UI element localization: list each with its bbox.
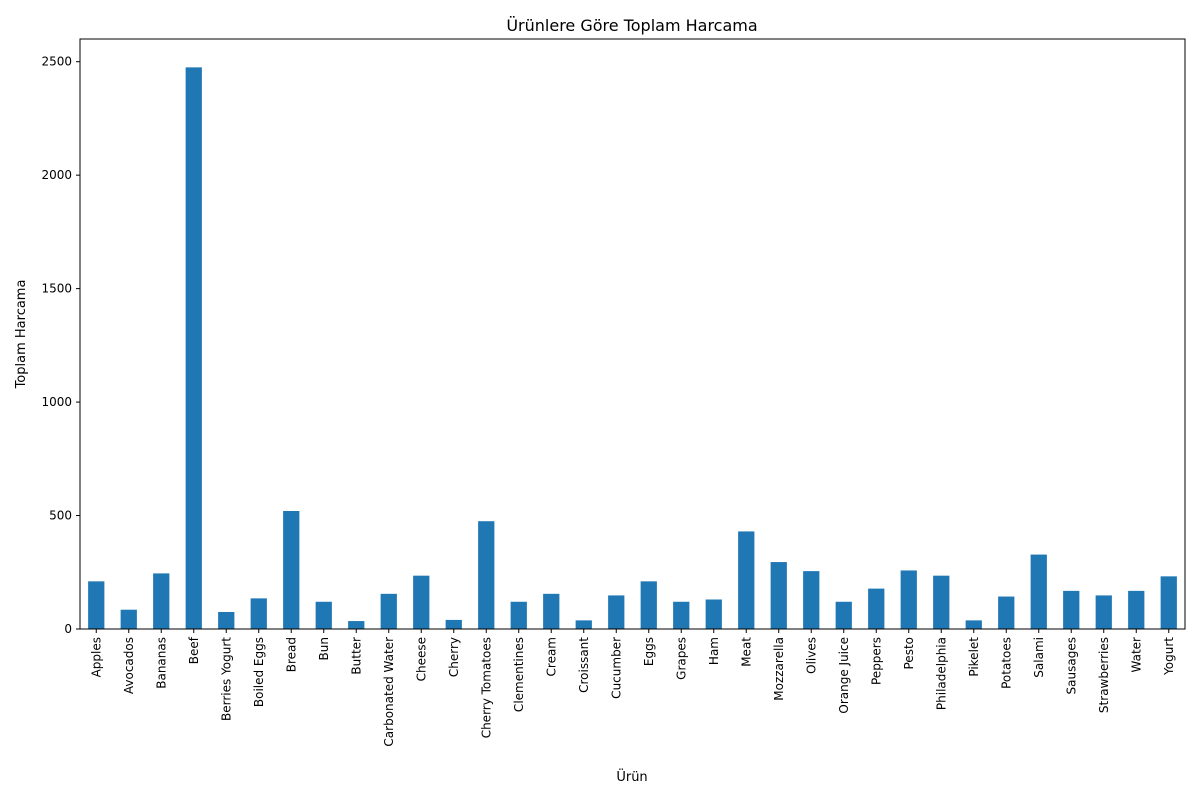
- y-axis-ticks: 0 500 1000 1500 2000 2500: [41, 55, 80, 636]
- x-tick-label: Strawberries: [1097, 637, 1111, 713]
- bar-peppers: [868, 588, 885, 629]
- x-tick-label: Butter: [349, 637, 363, 675]
- bar-croissant: [575, 620, 592, 629]
- bar-berries-yogurt: [218, 611, 235, 629]
- x-tick-label: Meat: [739, 637, 753, 667]
- x-tick-label: Peppers: [869, 637, 883, 685]
- x-tick-label: Cheese: [414, 637, 428, 681]
- bar-pikelet: [965, 620, 982, 629]
- bar-cheese: [413, 575, 430, 629]
- x-tick-label: Water: [1129, 637, 1143, 673]
- x-tick-label: Philadelphia: [934, 637, 948, 710]
- y-tick-label: 1500: [41, 282, 72, 296]
- y-tick-label: 0: [64, 622, 72, 636]
- plot-frame: [79, 38, 1186, 630]
- bar-avocados: [120, 609, 137, 629]
- x-tick-label: Orange Juice: [837, 637, 851, 714]
- x-tick-label: Grapes: [674, 637, 688, 680]
- x-tick-label: Apples: [89, 637, 103, 677]
- x-tick-label: Cherry Tomatoes: [479, 637, 493, 738]
- x-tick-label: Berries Yogurt: [219, 637, 233, 721]
- x-tick-label: Mozzarella: [772, 637, 786, 701]
- bar-sausages: [1063, 590, 1080, 629]
- bar-strawberries: [1095, 595, 1112, 629]
- x-tick-label: Carbonated Water: [382, 637, 396, 747]
- x-axis-title: Ürün: [616, 768, 647, 785]
- x-tick-label: Salami: [1032, 637, 1046, 678]
- x-tick-label: Ham: [707, 637, 721, 665]
- bar-eggs: [640, 581, 657, 629]
- bar-meat: [738, 531, 755, 629]
- y-tick-label: 1000: [41, 395, 72, 409]
- x-tick-label: Pikelet: [967, 637, 981, 677]
- bar-bun: [315, 601, 332, 629]
- bar-cherry: [445, 619, 462, 629]
- bar-salami: [1030, 554, 1047, 629]
- bar-clementines: [510, 601, 527, 629]
- y-tick-label: 2500: [41, 55, 72, 69]
- x-tick-label: Croissant: [577, 637, 591, 693]
- bar-philadelphia: [933, 575, 950, 629]
- bar-apples: [88, 581, 105, 629]
- bar-orange-juice: [835, 601, 852, 629]
- bar-boiled-eggs: [250, 598, 267, 629]
- bar-olives: [803, 571, 820, 629]
- x-axis-ticks: Apples Avocados Bananas Beef Berries Yogurt B…: [89, 629, 1176, 747]
- y-axis-title: Toplam Harcama: [14, 280, 29, 390]
- x-tick-label: Yogurt: [1162, 637, 1176, 676]
- bar-cherry-tomatoes: [478, 521, 495, 629]
- x-tick-label: Beef: [187, 636, 201, 664]
- x-tick-label: Cherry: [447, 637, 461, 677]
- bar-yogurt: [1160, 576, 1177, 629]
- x-tick-label: Olives: [804, 637, 818, 674]
- x-tick-label: Cucumber: [609, 637, 623, 699]
- x-tick-label: Eggs: [642, 637, 656, 666]
- bar-water: [1128, 590, 1145, 629]
- y-tick-label: 500: [49, 509, 72, 523]
- bar-pesto: [900, 570, 917, 629]
- x-tick-label: Bread: [284, 637, 298, 672]
- bar-bread: [283, 511, 300, 629]
- x-tick-label: Sausages: [1064, 637, 1078, 694]
- bar-butter: [348, 621, 365, 629]
- chart-title: Ürünlere Göre Toplam Harcama: [506, 16, 757, 35]
- bar-beef: [185, 67, 202, 630]
- bar-bananas: [153, 573, 170, 629]
- x-tick-label: Pesto: [902, 637, 916, 670]
- bar-grapes: [673, 601, 690, 629]
- x-tick-label: Boiled Eggs: [252, 637, 266, 707]
- x-tick-label: Potatoes: [999, 637, 1013, 689]
- bar-carbonated-water: [380, 593, 397, 629]
- x-tick-label: Bun: [317, 637, 331, 660]
- x-tick-label: Bananas: [154, 637, 168, 689]
- x-tick-label: Clementines: [512, 637, 526, 712]
- bar-potatoes: [998, 596, 1015, 629]
- bars-layer: [88, 67, 1177, 630]
- bar-cream: [543, 593, 560, 629]
- y-tick-label: 2000: [41, 168, 72, 182]
- bar-ham: [705, 599, 722, 629]
- x-tick-label: Avocados: [122, 637, 136, 694]
- bar-cucumber: [608, 595, 625, 629]
- x-tick-label: Cream: [544, 637, 558, 676]
- bar-mozzarella: [770, 562, 787, 629]
